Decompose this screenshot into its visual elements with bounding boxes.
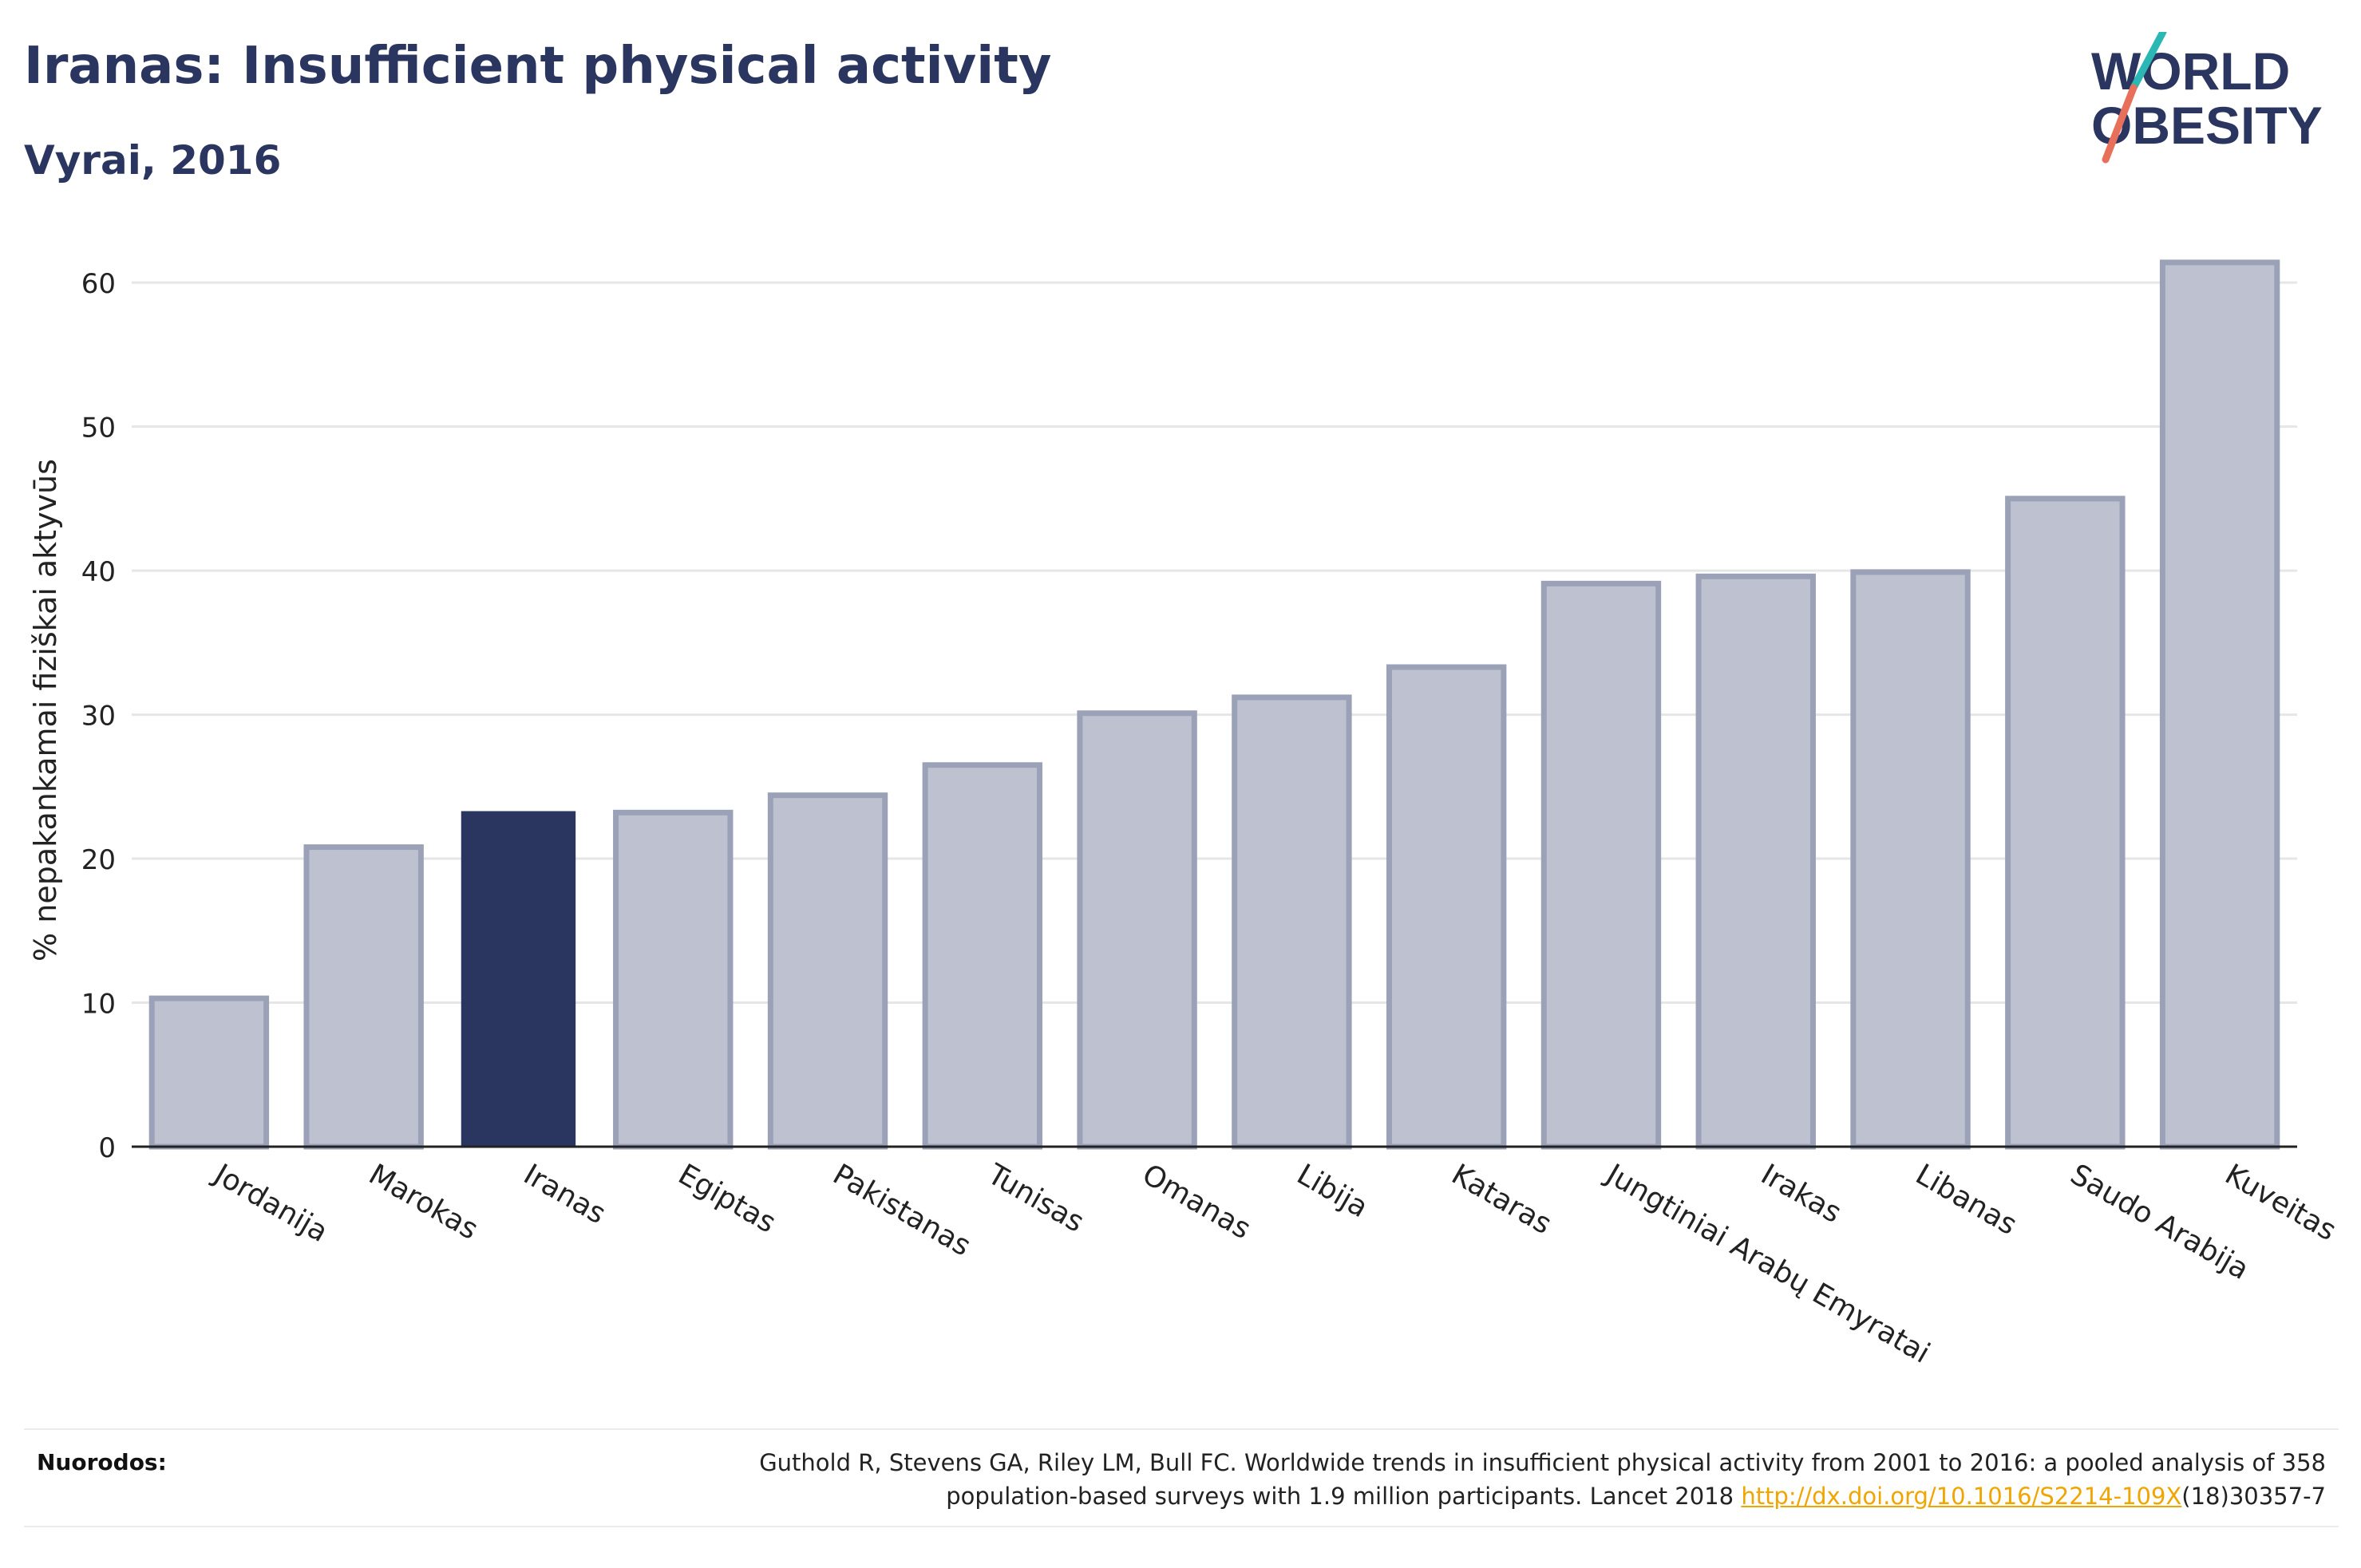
chart-title: Iranas: Insufficient physical activity (24, 37, 1052, 96)
x-tick-label: Kataras (1446, 1158, 1557, 1241)
x-tick-label: Marokas (363, 1158, 484, 1246)
bar-marokas[interactable] (303, 844, 424, 1150)
axes: 0 10 20 30 40 50 60 Jordanija Marokas Iranas Egipt… (81, 268, 2342, 1370)
bar-saudo-arabija[interactable] (2005, 496, 2126, 1150)
chart-subtitle: Vyrai, 2016 (24, 137, 282, 184)
y-tick-label: 0 (98, 1132, 116, 1164)
logo-line1: WORLD (2091, 41, 2290, 101)
bar-jungtiniai-arabų-emyratai[interactable] (1540, 580, 1662, 1150)
bar-irakas[interactable] (1695, 573, 1816, 1150)
citation-text-2: population-based surveys with 1.9 millio… (946, 1483, 1742, 1510)
citation-link[interactable]: http://dx.doi.org/10.1016/S2214-109X (1741, 1483, 2182, 1510)
gridlines (132, 281, 2297, 1005)
citation-text-1: Guthold R, Stevens GA, Riley LM, Bull FC… (759, 1449, 2326, 1476)
logo-slash-top (2130, 32, 2167, 92)
bar-tunisas[interactable] (922, 762, 1043, 1150)
x-tick-label: Omanas (1137, 1158, 1256, 1246)
bar-iranas[interactable] (461, 811, 576, 1147)
bar-kataras[interactable] (1386, 664, 1507, 1150)
y-tick-label: 10 (81, 989, 116, 1021)
y-tick-label: 20 (81, 844, 116, 876)
bar-libija[interactable] (1232, 694, 1352, 1150)
bar-omanas[interactable] (1077, 710, 1197, 1150)
y-tick-label: 30 (81, 701, 116, 733)
bar-jordanija[interactable] (148, 995, 270, 1150)
bar-chart: 0 10 20 30 40 50 60 Jordanija Marokas Iranas Egipt… (28, 259, 2342, 1370)
x-tick-label: Libija (1291, 1158, 1374, 1224)
bar-libanas[interactable] (1850, 569, 1971, 1150)
bar-pakistanas[interactable] (767, 792, 888, 1150)
x-tick-label: Libanas (1910, 1158, 2023, 1242)
y-tick-label: 60 (81, 268, 116, 300)
footer-citation: Guthold R, Stevens GA, Riley LM, Bull FC… (490, 1446, 2326, 1513)
x-tick-label: Iranas (518, 1158, 611, 1230)
footer-label: Nuorodos: (37, 1449, 167, 1475)
x-tick-label: Pakistanas (828, 1158, 976, 1262)
bar-egiptas[interactable] (613, 809, 734, 1150)
x-tick-label: Egiptas (673, 1158, 781, 1239)
y-tick-label: 50 (81, 413, 116, 444)
x-tick-label: Irakas (1755, 1158, 1846, 1230)
logo-slash-bottom (2102, 84, 2138, 164)
y-axis-label: % nepakankamai fiziškai aktyvūs (28, 459, 63, 962)
world-obesity-logo: WORLD OBESITY (2091, 32, 2323, 164)
footer-divider-bottom (24, 1526, 2339, 1527)
x-tick-label: Jordanija (208, 1157, 334, 1249)
x-tick-label: Tunisas (981, 1158, 1089, 1239)
footer-divider-top (24, 1428, 2339, 1430)
bar-kuveitas[interactable] (2159, 259, 2280, 1150)
x-tick-label: Kuveitas (2220, 1158, 2342, 1247)
citation-text-3: (18)30357-7 (2181, 1483, 2326, 1510)
y-tick-label: 40 (81, 556, 116, 588)
bars (148, 259, 2280, 1150)
